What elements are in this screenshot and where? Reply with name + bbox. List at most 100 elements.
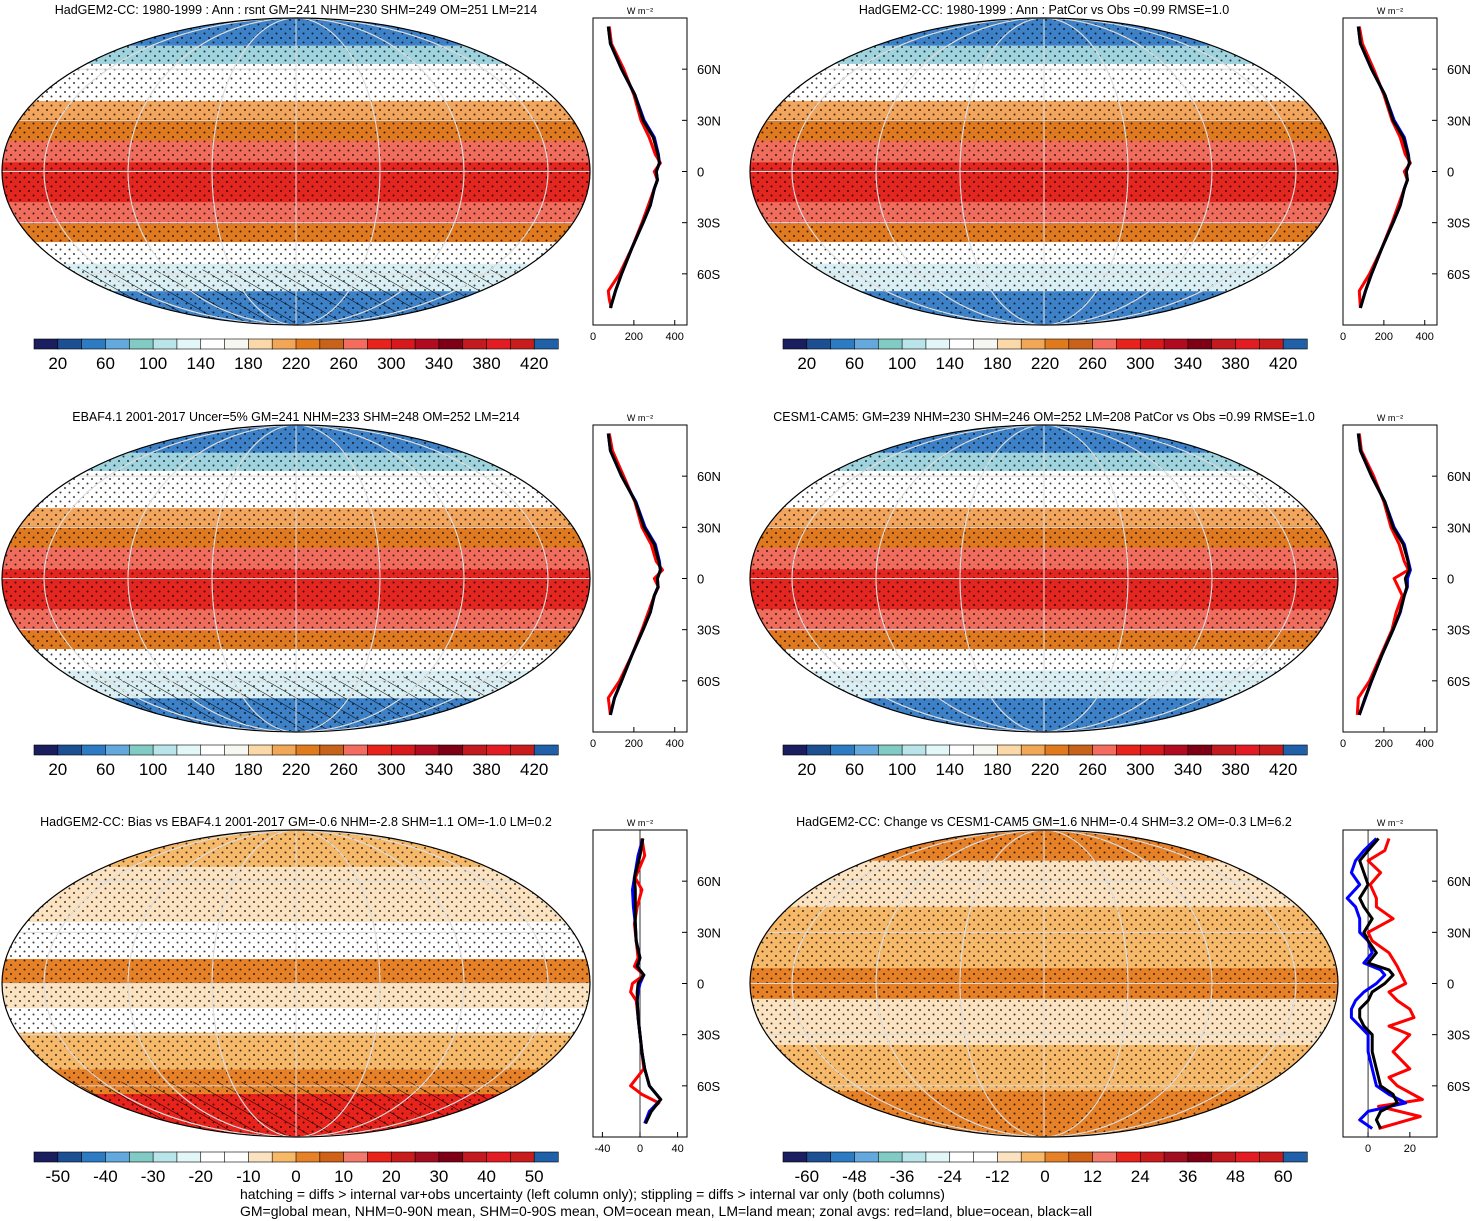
units-label: W m⁻² — [627, 413, 653, 423]
colorbar-cell — [1068, 338, 1094, 350]
panel-3: EBAF4.1 2001-2017 Uncer=5% GM=241 NHM=23… — [1, 410, 721, 779]
meridian-line — [211, 18, 381, 325]
colorbar-label: 220 — [1031, 354, 1059, 373]
lat-tick-label: 60N — [1447, 469, 1471, 484]
zonal-line-ocean — [1345, 837, 1408, 1130]
lat-tick-label: 30N — [1447, 520, 1471, 535]
colorbar-cell — [152, 338, 178, 350]
colorbar-label: 220 — [1031, 760, 1059, 779]
colorbar-cell — [1282, 1151, 1308, 1163]
colorbar-cell — [1139, 744, 1165, 756]
colorbar-label: 380 — [472, 760, 500, 779]
colorbar-cell — [973, 338, 998, 350]
colorbar-cell — [224, 744, 249, 756]
colorbar-cell — [295, 744, 321, 756]
colorbar-cell — [1163, 338, 1189, 350]
colorbar-cell — [1235, 338, 1260, 350]
lat-tick-label: 0 — [697, 572, 704, 587]
colorbar-cell — [81, 338, 107, 350]
colorbar-cell — [57, 1151, 83, 1163]
colorbar-cell — [438, 1151, 464, 1163]
colorbar-cell — [57, 338, 83, 350]
colorbar-cell — [1068, 744, 1094, 756]
units-label: W m⁻² — [1377, 6, 1403, 16]
colorbar-cell — [997, 338, 1022, 350]
colorbar-label: 220 — [282, 354, 310, 373]
lat-tick-label: 60S — [697, 267, 720, 282]
x-tick-label: -40 — [594, 1143, 610, 1155]
colorbar-cell — [462, 1151, 488, 1163]
colorbar-cell — [343, 744, 369, 756]
colorbar-cell — [1259, 1151, 1284, 1163]
panel-5: HadGEM2-CC: Bias vs EBAF4.1 2001-2017 GM… — [1, 815, 721, 1186]
colorbar-cell — [319, 744, 345, 756]
colorbar-cell — [1020, 744, 1046, 756]
colorbar-cell — [997, 1151, 1022, 1163]
colorbar-label: 20 — [797, 760, 816, 779]
colorbar-cell — [81, 1151, 107, 1163]
panel-2: HadGEM2-CC: 1980-1999 : Ann : PatCor vs … — [749, 3, 1471, 373]
colorbar-cell — [854, 1151, 879, 1163]
map-outline — [749, 424, 1339, 733]
colorbar-cell — [1020, 1151, 1046, 1163]
zonal-mean-panel: W m⁻² 60N 30N 0 30S 60S 0 200 400 — [590, 413, 721, 750]
colorbar-cell — [105, 338, 130, 350]
colorbar-cell — [1211, 744, 1237, 756]
colorbar-label: 300 — [1126, 760, 1154, 779]
lat-tick-label: 30S — [697, 216, 720, 231]
colorbar-cell — [57, 744, 83, 756]
lat-tick-label: 60N — [1447, 874, 1471, 889]
colorbar-cell — [33, 744, 59, 756]
lat-tick-label: 60N — [697, 62, 721, 77]
colorbar-cell — [1282, 744, 1308, 756]
x-tick-label: 400 — [666, 331, 684, 343]
colorbar-cell — [152, 744, 178, 756]
colorbar-label: 10 — [334, 1167, 353, 1186]
colorbar-cell — [925, 744, 951, 756]
colorbar-cell — [1187, 744, 1213, 756]
meridian-line — [875, 425, 1213, 732]
colorbar-label: 24 — [1131, 1167, 1150, 1186]
colorbar-cell — [224, 338, 249, 350]
colorbar-cell — [367, 338, 392, 350]
colorbar-cell — [271, 1151, 297, 1163]
colorbar-cell — [1092, 338, 1118, 350]
colorbar-label: 260 — [1078, 354, 1106, 373]
x-tick-label: 400 — [1416, 331, 1434, 343]
panel-4: CESM1-CAM5: GM=239 NHM=230 SHM=246 OM=25… — [749, 410, 1471, 779]
x-tick-label: 0 — [590, 331, 596, 343]
colorbar-label: 36 — [1178, 1167, 1197, 1186]
colorbar-label: 140 — [936, 760, 964, 779]
colorbar-label: 300 — [377, 760, 405, 779]
colorbar-cell — [176, 338, 202, 350]
colorbar-label: 180 — [983, 760, 1011, 779]
meridian-line — [959, 425, 1129, 732]
colorbar-cell — [200, 1151, 226, 1163]
meridian-line — [211, 425, 381, 732]
colorbar-cell — [343, 338, 369, 350]
colorbar-cell — [1211, 338, 1237, 350]
colorbar-cell — [152, 1151, 178, 1163]
x-tick-label: 0 — [637, 1143, 643, 1155]
map-field — [750, 18, 1338, 325]
colorbar-label: 100 — [888, 354, 916, 373]
lat-tick-label: 30S — [697, 1028, 720, 1043]
colorbar-cell — [414, 1151, 440, 1163]
colorbar-cell — [390, 338, 416, 350]
colorbar-cell — [510, 1151, 535, 1163]
colorbar-label: -40 — [93, 1167, 118, 1186]
colorbar-cell — [533, 338, 559, 350]
meridian-line — [791, 830, 1297, 1137]
colorbar-cell — [438, 744, 464, 756]
colorbar-cell — [1163, 744, 1189, 756]
units-label: W m⁻² — [1377, 818, 1403, 828]
x-tick-label: 40 — [671, 1143, 683, 1155]
lat-tick-label: 60S — [697, 1079, 720, 1094]
colorbar-cell — [949, 1151, 975, 1163]
zonal-mean-panel: W m⁻² 60N 30N 0 30S 60S 0 20 — [1342, 818, 1471, 1155]
colorbar-cell — [486, 744, 511, 756]
colorbar-cell — [854, 338, 879, 350]
lat-tick-label: 0 — [1447, 165, 1454, 180]
colorbar-label: 340 — [425, 760, 453, 779]
colorbar-cell — [390, 744, 416, 756]
